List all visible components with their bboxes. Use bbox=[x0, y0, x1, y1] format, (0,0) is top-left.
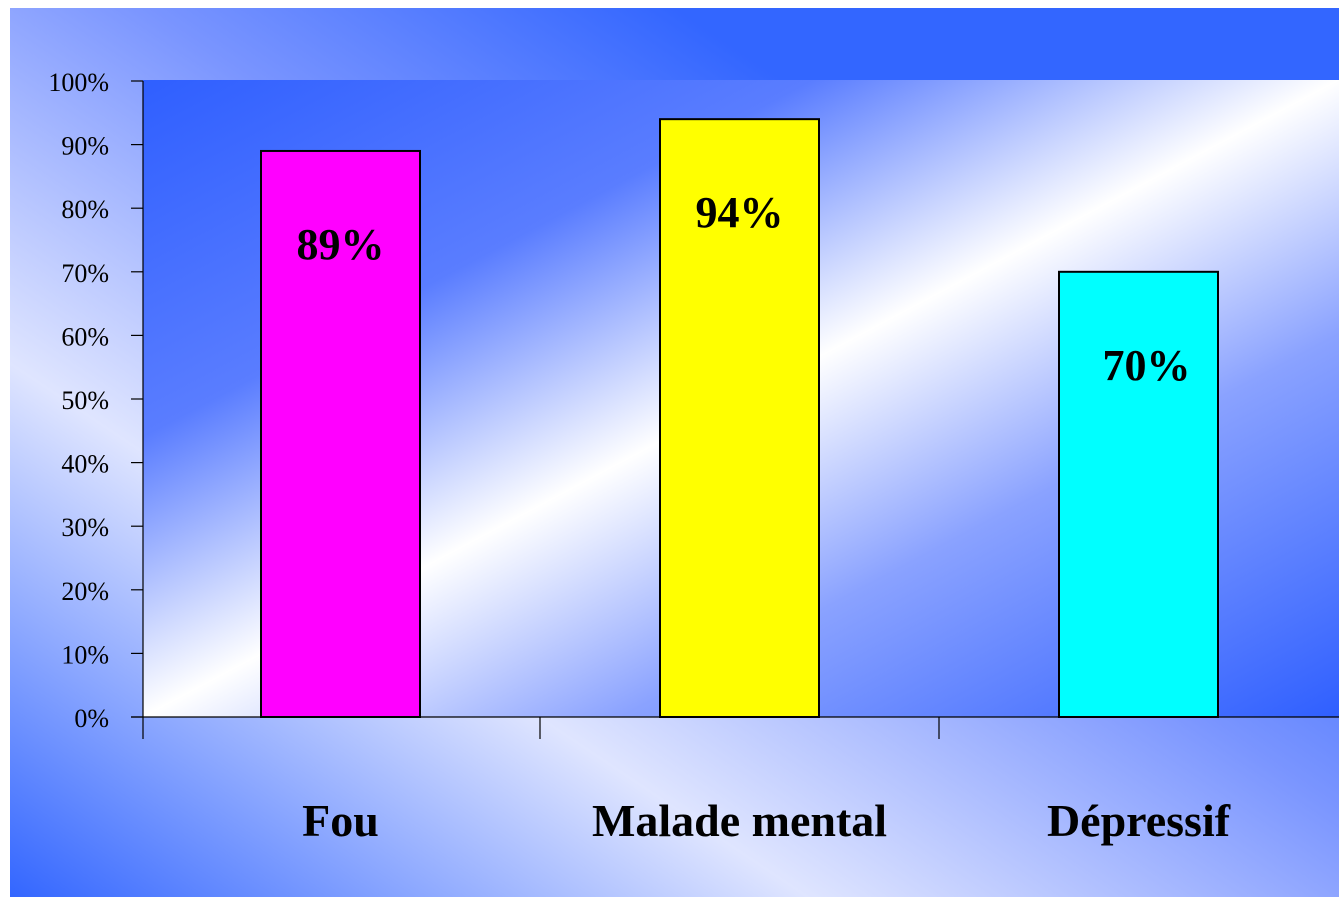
y-tick-label: 0% bbox=[74, 704, 109, 733]
x-category-label: Malade mental bbox=[592, 795, 887, 846]
labels: 0% 10% 20% 30% 40% 50% 60% 70% 80% 90% 100% 89% Fou 9… bbox=[48, 68, 1230, 846]
y-tick-label: 40% bbox=[61, 450, 109, 479]
y-tick-label: 10% bbox=[61, 640, 109, 669]
bar-2 bbox=[1058, 270, 1219, 718]
y-tick-label: 100% bbox=[48, 68, 109, 97]
bars bbox=[260, 118, 1219, 719]
x-category-label: Fou bbox=[302, 795, 379, 846]
y-tick-label: 90% bbox=[61, 132, 109, 161]
y-tick-label: 70% bbox=[61, 259, 109, 288]
y-tick-label: 50% bbox=[61, 386, 109, 415]
data-label: 94% bbox=[696, 188, 784, 237]
y-tick-label: 30% bbox=[61, 513, 109, 542]
y-tick-label: 20% bbox=[61, 577, 109, 606]
x-category-label: Dépressif bbox=[1047, 795, 1231, 846]
data-label: 89% bbox=[297, 220, 385, 269]
y-tick-label: 60% bbox=[61, 322, 109, 351]
data-label: 70% bbox=[1103, 341, 1191, 390]
y-tick-label: 80% bbox=[61, 195, 109, 224]
bar-1 bbox=[659, 118, 820, 719]
bar-0 bbox=[260, 149, 421, 718]
